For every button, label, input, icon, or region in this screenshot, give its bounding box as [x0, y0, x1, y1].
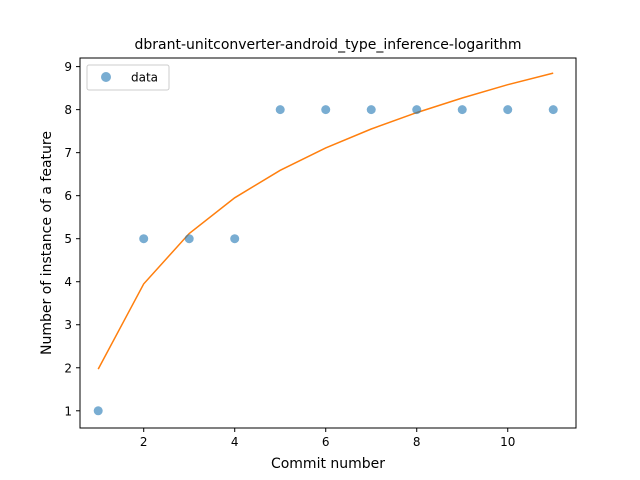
data-point	[93, 406, 103, 416]
data-point	[139, 234, 149, 244]
data-point	[503, 105, 513, 115]
y-tick-label: 8	[64, 103, 72, 117]
plot-area	[93, 72, 558, 416]
y-tick-label: 3	[64, 318, 72, 332]
data-point	[184, 234, 194, 244]
x-tick-label: 4	[231, 435, 239, 449]
legend: data	[86, 64, 170, 91]
data-point	[275, 105, 285, 115]
x-axis-label: Commit number	[271, 456, 385, 472]
data-point	[230, 234, 240, 244]
y-tick-label: 6	[64, 189, 72, 203]
x-tick-label: 2	[140, 435, 148, 449]
axes-frame	[79, 57, 577, 429]
y-tick-label: 2	[64, 361, 72, 375]
x-tick-label: 8	[413, 435, 421, 449]
y-axis-label: Number of instance of a feature	[39, 131, 55, 355]
y-tick-label: 4	[64, 275, 72, 289]
y-tick-label: 5	[64, 232, 72, 246]
data-point	[412, 105, 422, 115]
legend-box	[86, 64, 170, 91]
fit-line	[97, 72, 554, 370]
y-tick-label: 9	[64, 60, 72, 74]
x-axis: 2 4 6 8 10	[140, 428, 515, 449]
x-tick-label: 10	[500, 435, 515, 449]
chart-title: dbrant-unitconverter-android_type_infere…	[134, 37, 521, 53]
data-point	[366, 105, 376, 115]
legend-label-data: data	[131, 71, 158, 85]
data-point	[548, 105, 558, 115]
data-point	[321, 105, 331, 115]
data-point	[457, 105, 467, 115]
y-tick-label: 1	[64, 404, 72, 418]
legend-marker-data	[101, 72, 111, 82]
y-axis: 1 2 3 4 5 6 7 8 9	[64, 60, 80, 418]
y-tick-label: 7	[64, 146, 72, 160]
x-tick-label: 6	[322, 435, 330, 449]
